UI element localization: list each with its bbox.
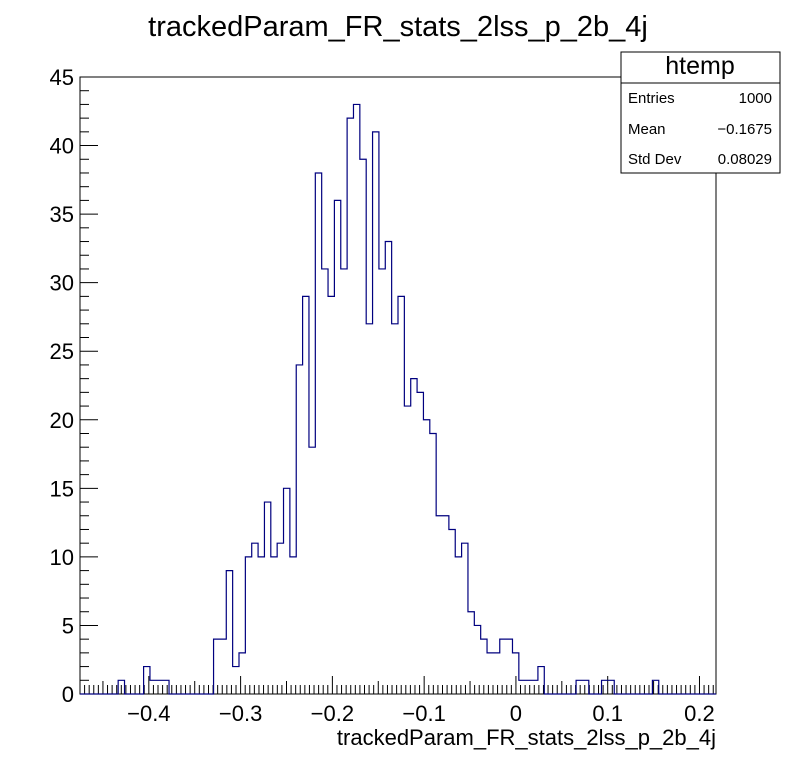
histogram-bin [328, 296, 334, 694]
histogram-bin [417, 392, 423, 694]
histogram-bin [404, 406, 410, 694]
histogram-bin [353, 104, 359, 694]
stats-entries-value: 1000 [739, 90, 772, 107]
histogram-bin [226, 571, 232, 694]
histogram-bin [360, 159, 366, 694]
histogram-bin [602, 680, 608, 694]
histogram-bin [493, 653, 499, 694]
stats-mean-value: −0.1675 [717, 121, 772, 138]
histogram-bin [309, 447, 315, 694]
histogram-bin [220, 639, 226, 694]
y-tick-label: 25 [50, 339, 74, 364]
chart-title: trackedParam_FR_stats_2lss_p_2b_4j [148, 11, 648, 43]
histogram-bin [608, 680, 614, 694]
x-tick-label: 0 [510, 701, 522, 726]
histogram-bin [385, 242, 391, 694]
x-tick-label: 0.1 [592, 701, 623, 726]
histogram-bin [582, 680, 588, 694]
histogram-bin [296, 365, 302, 694]
histogram-bin [474, 625, 480, 694]
histogram-bin [214, 639, 220, 694]
histogram-bin [436, 516, 442, 694]
stats-box: htemp Entries 1000 Mean −0.1675 Std Dev … [620, 51, 781, 174]
histogram-bin [277, 543, 283, 694]
x-axis: −0.4 −0.3 −0.2 −0.1 0 0.1 0.2 [79, 676, 715, 726]
histogram-bin [322, 269, 328, 694]
histogram-series-line [80, 103, 716, 695]
histogram-bin [163, 680, 169, 694]
histogram-bin [303, 296, 309, 694]
y-tick-label: 10 [50, 545, 74, 570]
y-tick-label: 45 [50, 65, 74, 90]
histogram-bin [443, 516, 449, 694]
histogram-bin [347, 118, 353, 694]
histogram-bin [271, 557, 277, 694]
stats-stddev-label: Std Dev [628, 151, 682, 168]
histogram-bin [398, 296, 404, 694]
y-tick-label: 30 [50, 271, 74, 296]
histogram-bin [462, 543, 468, 694]
histogram-bin [290, 557, 296, 694]
y-tick-label: 40 [50, 134, 74, 159]
histogram-bin [239, 653, 245, 694]
stats-stddev-value: 0.08029 [718, 151, 772, 168]
histogram-bin [449, 529, 455, 694]
histogram-bin [392, 324, 398, 694]
histogram-bin [519, 680, 525, 694]
histogram-bin [525, 680, 531, 694]
histogram-bin [284, 488, 290, 694]
x-tick-label: 0.2 [684, 701, 715, 726]
histogram-bin [334, 200, 340, 694]
histogram-bin [373, 132, 379, 694]
histogram-bin [576, 680, 582, 694]
histogram-bin [315, 173, 321, 694]
x-tick-label: −0.2 [311, 701, 354, 726]
y-tick-label: 5 [62, 613, 74, 638]
y-tick-label: 35 [50, 202, 74, 227]
plot-frame [79, 76, 717, 695]
y-tick-label: 20 [50, 408, 74, 433]
histogram-bin [455, 557, 461, 694]
histogram-bin [341, 269, 347, 694]
histogram-bin [430, 433, 436, 694]
stats-entries-label: Entries [628, 90, 675, 107]
histogram-bin [252, 543, 258, 694]
stats-mean-label: Mean [628, 121, 666, 138]
histogram-bin [423, 420, 429, 694]
x-tick-label: −0.4 [127, 701, 170, 726]
histogram-bin [411, 379, 417, 694]
histogram-bin [500, 639, 506, 694]
stats-box-frame [620, 51, 781, 174]
histogram-bin [379, 269, 385, 694]
histogram-bin [366, 324, 372, 694]
y-tick-label: 0 [62, 682, 74, 707]
stats-box-title: htemp [665, 52, 734, 80]
x-axis-title: trackedParam_FR_stats_2lss_p_2b_4j [337, 725, 716, 750]
x-tick-label: −0.1 [402, 701, 445, 726]
histogram-bin [264, 502, 270, 694]
y-axis: 0 5 10 15 20 25 30 35 40 45 [50, 65, 98, 707]
histogram-bins [118, 104, 659, 694]
x-tick-label: −0.3 [219, 701, 262, 726]
histogram-bin [156, 680, 162, 694]
histogram-bin [245, 557, 251, 694]
histogram-bin [258, 557, 264, 694]
histogram-bin [468, 612, 474, 694]
y-tick-label: 15 [50, 476, 74, 501]
